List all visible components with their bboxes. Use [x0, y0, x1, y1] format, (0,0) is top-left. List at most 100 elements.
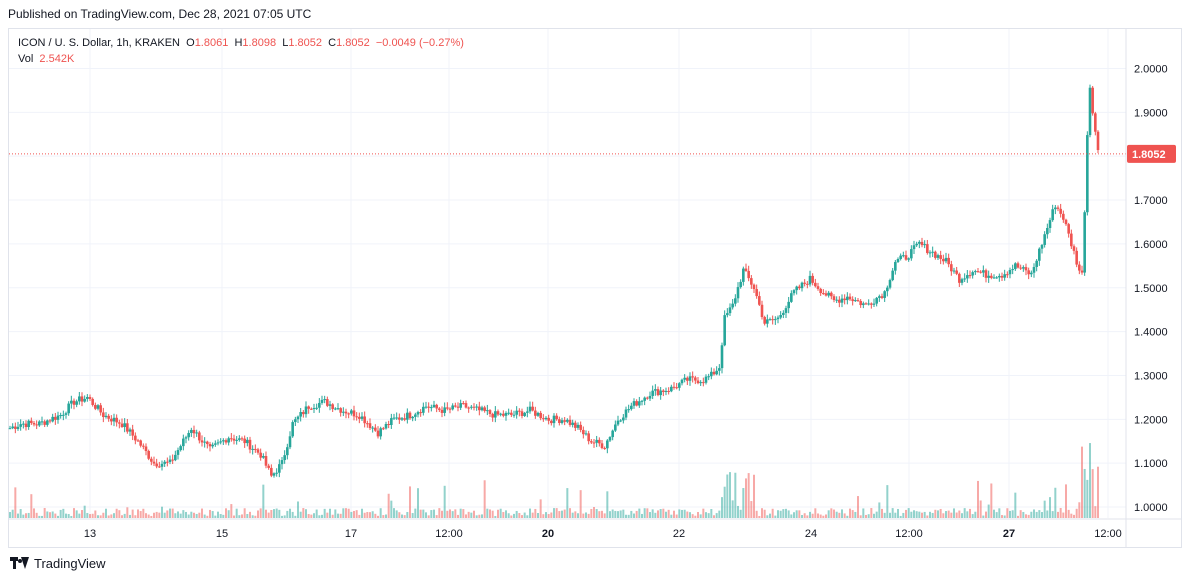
- grid-lines: [9, 29, 1126, 518]
- candle-body: [475, 406, 478, 408]
- volume-bar: [153, 512, 155, 518]
- volume-bar: [939, 508, 942, 518]
- volume-bar: [779, 510, 782, 518]
- candle-body: [323, 399, 326, 401]
- candle-body: [606, 440, 609, 449]
- volume-bar: [857, 496, 859, 518]
- candle-body: [787, 301, 790, 309]
- candle-body: [59, 415, 62, 417]
- volume-bar: [1025, 514, 1027, 518]
- candle-body: [966, 275, 969, 279]
- footer-brand[interactable]: TradingView: [10, 556, 106, 571]
- volume-bar: [553, 508, 555, 518]
- volume-bar: [89, 514, 91, 518]
- candle-body: [86, 396, 89, 399]
- candle-body: [355, 416, 358, 418]
- candle-body: [80, 396, 84, 402]
- candle-body: [598, 439, 601, 444]
- candle-body: [112, 417, 116, 422]
- volume-bar: [665, 511, 667, 518]
- candle-body: [48, 420, 52, 422]
- candle-body: [512, 414, 516, 416]
- candle-body: [491, 413, 494, 418]
- volume-bar: [1075, 508, 1078, 518]
- candle-body: [14, 426, 17, 429]
- candle-body: [520, 411, 524, 416]
- candle-body: [424, 406, 428, 408]
- volume-bar: [606, 491, 609, 518]
- volume-bar: [566, 488, 569, 518]
- candle-body: [414, 414, 417, 417]
- candle-body: [806, 283, 809, 285]
- volume-bar: [254, 515, 257, 518]
- volume-bar: [830, 508, 833, 518]
- candle-body: [102, 412, 105, 418]
- candle-body: [139, 440, 142, 446]
- volume-bar: [131, 509, 134, 518]
- candle-body: [483, 407, 486, 411]
- volume-bar: [118, 510, 121, 518]
- volume-bar: [251, 515, 254, 518]
- candle-body: [494, 411, 497, 418]
- volume-bar: [1057, 511, 1059, 518]
- candle-body: [443, 407, 446, 413]
- volume-bar: [59, 509, 62, 518]
- volume-bar: [145, 513, 147, 518]
- candle-body: [955, 270, 958, 274]
- volume-bar: [334, 509, 337, 518]
- candle-body: [939, 255, 942, 259]
- candle-body: [552, 415, 556, 424]
- volume-bar: [867, 514, 870, 518]
- volume-bar: [646, 508, 649, 518]
- candle-body: [699, 382, 702, 384]
- candle-body: [16, 426, 20, 429]
- candle-body: [960, 279, 964, 283]
- chart-frame[interactable]: [8, 28, 1182, 548]
- candle-body: [1043, 234, 1046, 245]
- volume-bar: [678, 509, 681, 518]
- volume-bar: [494, 515, 497, 518]
- candle-body: [1067, 224, 1070, 234]
- candle-body: [438, 408, 441, 410]
- volume-bar: [982, 515, 985, 518]
- volume-bar: [654, 512, 657, 518]
- volume-bar: [398, 512, 401, 518]
- x-tick-label: 15: [216, 528, 228, 540]
- volume-bar: [1019, 510, 1022, 518]
- volume-bar: [414, 508, 417, 518]
- volume-bar: [422, 509, 425, 518]
- volume-bar: [446, 510, 449, 518]
- candle-body: [944, 257, 948, 262]
- volume-bar: [363, 512, 366, 518]
- volume-bar: [491, 510, 494, 518]
- candle-body: [942, 258, 945, 262]
- volume-bar: [798, 510, 801, 518]
- volume-bar: [403, 515, 406, 518]
- candle-body: [595, 439, 598, 443]
- volume-bar: [819, 514, 822, 518]
- candle-body: [774, 319, 777, 321]
- volume-bar: [1089, 443, 1091, 518]
- legend-symbol[interactable]: ICON / U. S. Dollar, 1h, KRAKEN: [18, 37, 180, 49]
- volume-bar: [753, 474, 755, 518]
- volume-bar: [94, 510, 97, 518]
- candle-body: [240, 438, 244, 440]
- x-tick-label: 13: [84, 528, 96, 540]
- candle-body: [638, 401, 641, 406]
- volume-bar: [1043, 500, 1046, 518]
- volume-bar: [838, 512, 841, 518]
- volume-bar: [246, 514, 249, 518]
- candle-body: [334, 408, 337, 410]
- legend-high-label: H: [234, 37, 243, 49]
- volume-bar: [705, 512, 707, 518]
- volume-bar: [590, 508, 593, 518]
- volume-bar: [891, 508, 894, 518]
- candle-body: [488, 410, 492, 414]
- volume-bar: [926, 515, 929, 518]
- x-tick-label: 12:00: [435, 528, 463, 540]
- candle-body: [408, 412, 412, 419]
- candle-body: [824, 293, 828, 296]
- candle-body: [179, 446, 182, 451]
- candle-body: [288, 436, 292, 448]
